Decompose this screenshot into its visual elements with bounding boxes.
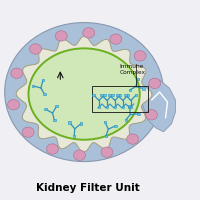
Bar	[114, 125, 117, 127]
Ellipse shape	[30, 44, 42, 54]
Ellipse shape	[127, 134, 139, 144]
Bar	[119, 94, 121, 96]
Ellipse shape	[110, 34, 122, 44]
Ellipse shape	[146, 110, 157, 120]
Bar	[42, 79, 44, 81]
Bar	[100, 94, 103, 96]
Ellipse shape	[134, 51, 146, 61]
Bar	[44, 108, 47, 110]
Bar	[137, 113, 140, 115]
Bar	[80, 122, 82, 125]
Bar	[43, 93, 46, 95]
Bar	[98, 106, 100, 108]
Bar	[122, 106, 124, 108]
Bar	[130, 106, 132, 108]
Ellipse shape	[101, 147, 113, 157]
Bar	[68, 121, 71, 124]
Bar	[55, 105, 58, 107]
Bar	[135, 94, 137, 96]
Bar	[142, 87, 145, 90]
Ellipse shape	[74, 150, 86, 160]
Ellipse shape	[46, 144, 58, 154]
Polygon shape	[16, 36, 152, 152]
Bar	[129, 89, 131, 91]
Bar	[124, 94, 127, 96]
Bar	[106, 106, 108, 108]
Ellipse shape	[5, 23, 164, 162]
Bar	[32, 85, 34, 87]
Bar	[92, 86, 148, 112]
Bar	[53, 119, 56, 121]
Bar	[116, 94, 119, 96]
Ellipse shape	[8, 100, 20, 110]
Bar	[104, 121, 106, 123]
Ellipse shape	[22, 127, 34, 137]
Bar	[128, 105, 131, 108]
Bar	[125, 119, 127, 121]
Bar	[127, 94, 129, 96]
Ellipse shape	[11, 68, 23, 78]
Ellipse shape	[55, 31, 67, 41]
Ellipse shape	[149, 78, 161, 89]
Ellipse shape	[29, 48, 140, 140]
Text: Kidney Filter Unit: Kidney Filter Unit	[36, 183, 140, 193]
Ellipse shape	[83, 28, 95, 38]
Bar	[73, 135, 75, 137]
Bar	[111, 94, 114, 96]
Polygon shape	[140, 80, 175, 132]
Bar	[137, 78, 139, 80]
Bar	[105, 135, 107, 137]
Bar	[108, 94, 111, 96]
Text: Immune
Complex: Immune Complex	[120, 64, 146, 75]
Bar	[92, 94, 95, 96]
Bar	[103, 94, 106, 96]
Bar	[114, 106, 116, 108]
